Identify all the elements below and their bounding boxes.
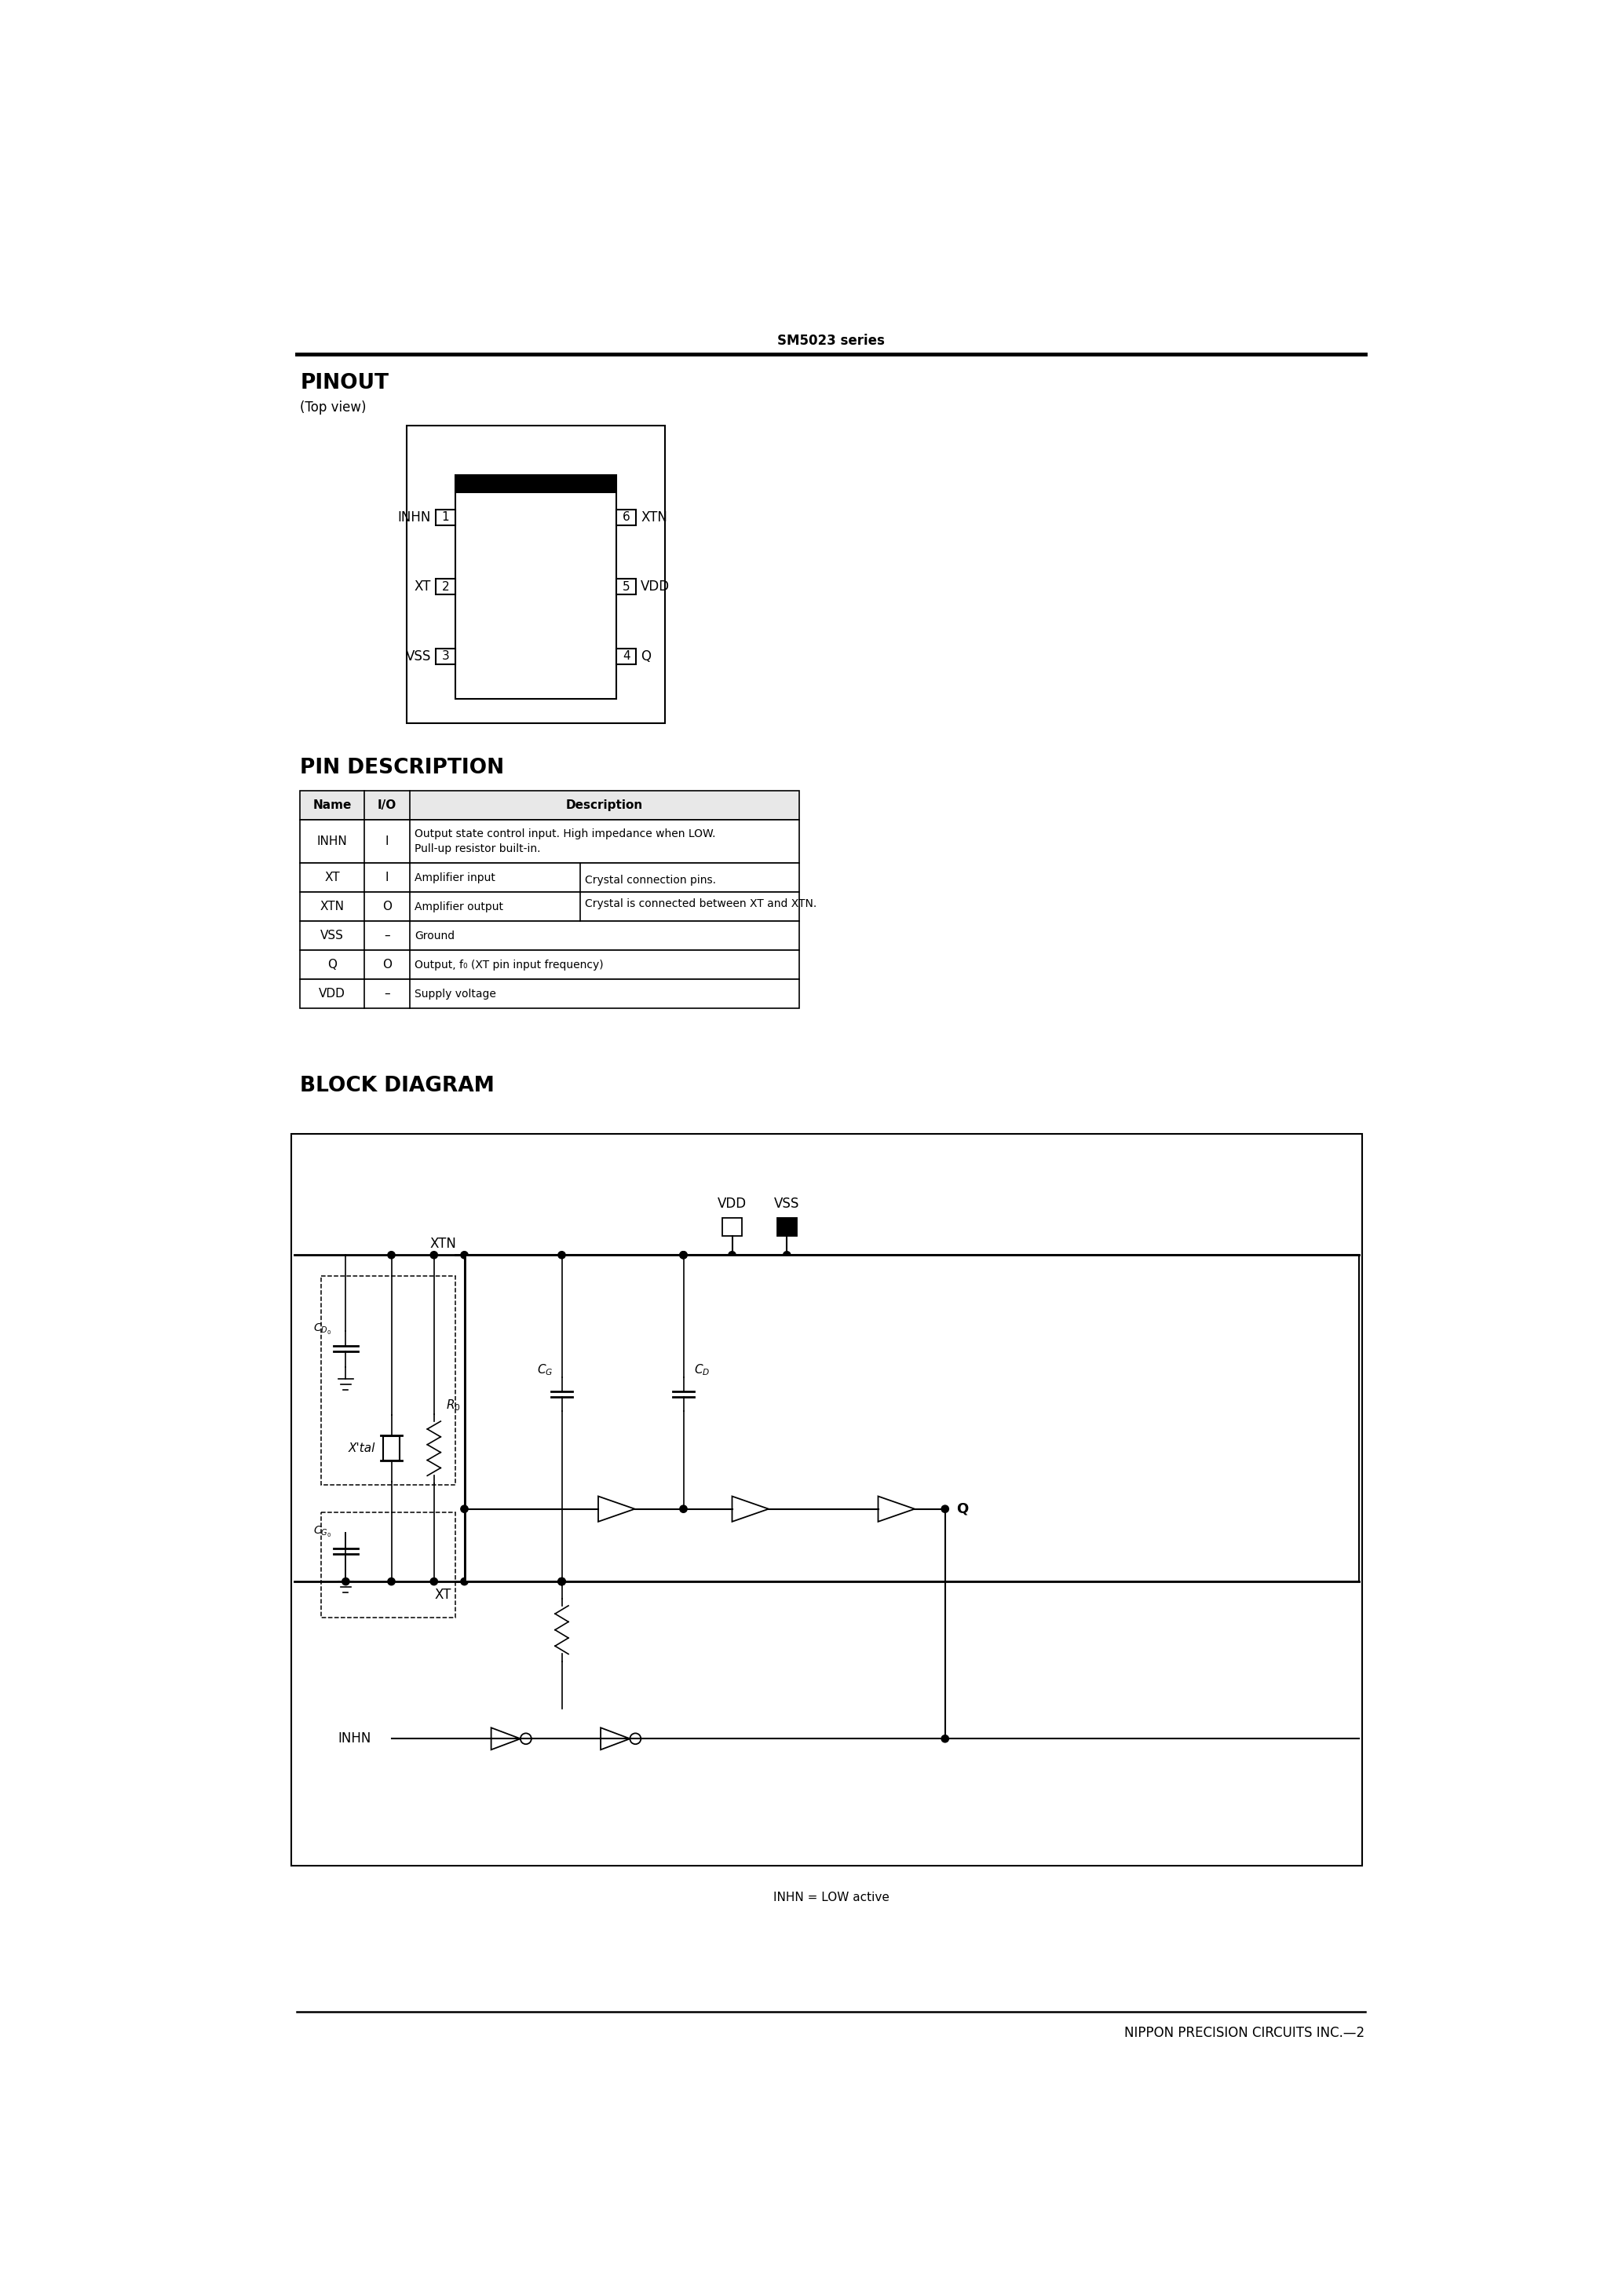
Text: X'tal: X'tal — [349, 1442, 376, 1453]
Bar — [383, 1437, 401, 1460]
Text: XT: XT — [324, 872, 339, 884]
Text: PINOUT: PINOUT — [300, 372, 389, 393]
Bar — [436, 579, 456, 595]
Bar — [407, 425, 665, 723]
Bar — [300, 921, 800, 951]
Circle shape — [941, 1506, 949, 1513]
Text: Q: Q — [641, 650, 650, 664]
Circle shape — [388, 1251, 396, 1258]
Text: VSS: VSS — [320, 930, 344, 941]
Text: Supply voltage: Supply voltage — [415, 987, 496, 999]
Text: I: I — [384, 836, 389, 847]
Text: Q: Q — [328, 960, 337, 971]
Bar — [290, 1134, 1362, 1867]
Text: –: – — [384, 987, 389, 999]
Bar — [464, 1256, 1359, 1582]
Circle shape — [680, 1506, 688, 1513]
Text: Amplifier input: Amplifier input — [415, 872, 495, 884]
Text: $C_{D_0}$: $C_{D_0}$ — [313, 1322, 331, 1336]
Circle shape — [680, 1251, 688, 1258]
Bar — [436, 510, 456, 526]
Text: VDD: VDD — [641, 581, 670, 595]
Bar — [300, 790, 800, 820]
Circle shape — [558, 1577, 566, 1584]
Circle shape — [558, 1577, 566, 1584]
Circle shape — [680, 1251, 688, 1258]
Bar — [300, 790, 800, 820]
Circle shape — [461, 1577, 469, 1584]
Bar — [616, 647, 636, 664]
Bar — [777, 1217, 796, 1235]
Text: 3: 3 — [441, 650, 449, 661]
Text: 4: 4 — [623, 650, 629, 661]
Circle shape — [388, 1577, 396, 1584]
Circle shape — [728, 1251, 736, 1258]
Circle shape — [783, 1251, 790, 1258]
Text: Crystal is connected between XT and XTN.: Crystal is connected between XT and XTN. — [586, 898, 816, 909]
Circle shape — [461, 1506, 469, 1513]
Text: –: – — [384, 930, 389, 941]
Text: $C_G$: $C_G$ — [537, 1362, 553, 1378]
Text: Crystal connection pins.: Crystal connection pins. — [586, 875, 715, 886]
Circle shape — [430, 1251, 438, 1258]
Bar — [300, 863, 800, 893]
Text: I/O: I/O — [378, 799, 396, 810]
Circle shape — [558, 1251, 566, 1258]
Circle shape — [461, 1251, 469, 1258]
Text: VDD: VDD — [717, 1196, 746, 1210]
Circle shape — [342, 1577, 349, 1584]
Text: BLOCK DIAGRAM: BLOCK DIAGRAM — [300, 1075, 495, 1095]
Bar — [616, 510, 636, 526]
Circle shape — [430, 1577, 438, 1584]
Text: Ground: Ground — [415, 930, 454, 941]
Bar — [722, 1217, 741, 1235]
Bar — [456, 475, 616, 698]
Text: INHN = LOW active: INHN = LOW active — [774, 1892, 889, 1903]
Bar — [300, 980, 800, 1008]
Text: XTN: XTN — [641, 510, 667, 523]
Text: Q: Q — [955, 1502, 968, 1515]
Bar — [436, 647, 456, 664]
Text: 1: 1 — [441, 512, 449, 523]
Text: 6: 6 — [623, 512, 629, 523]
Text: 5: 5 — [623, 581, 629, 592]
Bar — [300, 820, 800, 863]
Text: PIN DESCRIPTION: PIN DESCRIPTION — [300, 758, 504, 778]
Text: O: O — [383, 960, 391, 971]
Text: INHN: INHN — [339, 1731, 371, 1745]
Text: Output, f₀ (XT pin input frequency): Output, f₀ (XT pin input frequency) — [415, 960, 603, 971]
Text: Output state control input. High impedance when LOW.: Output state control input. High impedan… — [415, 829, 715, 840]
Text: XT: XT — [435, 1589, 451, 1603]
Text: $C_{G_0}$: $C_{G_0}$ — [313, 1525, 331, 1538]
Text: $R_0$: $R_0$ — [446, 1398, 461, 1412]
Text: O: O — [383, 900, 391, 912]
Bar — [456, 475, 616, 494]
Text: VSS: VSS — [774, 1196, 800, 1210]
Text: XTN: XTN — [430, 1238, 456, 1251]
Text: 2: 2 — [441, 581, 449, 592]
Text: INHN: INHN — [397, 510, 431, 523]
Bar — [300, 951, 800, 980]
Circle shape — [941, 1736, 949, 1743]
Text: Description: Description — [566, 799, 642, 810]
Text: XTN: XTN — [320, 900, 344, 912]
Text: Amplifier output: Amplifier output — [415, 902, 503, 912]
Bar — [616, 579, 636, 595]
Text: VDD: VDD — [320, 987, 345, 999]
Text: Pull-up resistor built-in.: Pull-up resistor built-in. — [415, 843, 540, 854]
Text: Name: Name — [313, 799, 352, 810]
Bar — [300, 893, 800, 921]
Text: (Top view): (Top view) — [300, 400, 367, 413]
Text: $C_D$: $C_D$ — [694, 1362, 710, 1378]
Text: I: I — [384, 872, 389, 884]
Text: INHN: INHN — [316, 836, 347, 847]
Text: SM5023 series: SM5023 series — [777, 333, 886, 349]
Circle shape — [558, 1577, 566, 1584]
Text: NIPPON PRECISION CIRCUITS INC.—2: NIPPON PRECISION CIRCUITS INC.—2 — [1124, 2025, 1364, 2041]
Text: VSS: VSS — [406, 650, 431, 664]
Text: XT: XT — [414, 581, 431, 595]
